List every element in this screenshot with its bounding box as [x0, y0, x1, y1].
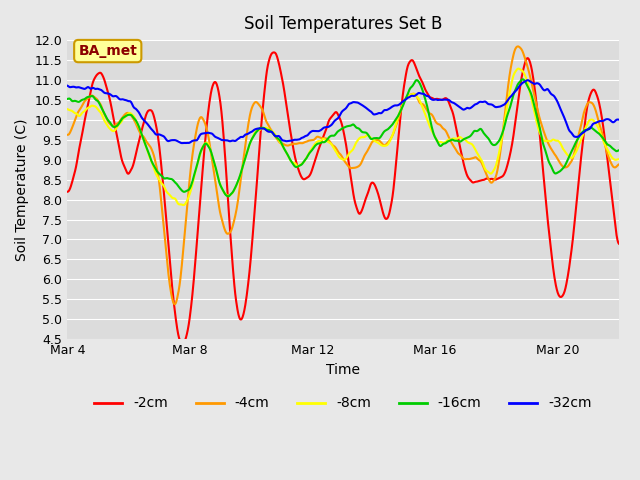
- -16cm: [354, 125, 362, 131]
- -2cm: [250, 221, 257, 227]
- -8cm: [136, 128, 144, 134]
- -8cm: [615, 156, 623, 162]
- -32cm: [365, 108, 373, 113]
- -2cm: [365, 185, 373, 191]
- -2cm: [303, 175, 311, 180]
- -2cm: [179, 340, 187, 346]
- -16cm: [519, 76, 527, 82]
- X-axis label: Time: Time: [326, 362, 360, 376]
- -8cm: [354, 138, 362, 144]
- -32cm: [615, 117, 623, 122]
- -4cm: [250, 101, 257, 107]
- -16cm: [156, 172, 164, 178]
- -32cm: [63, 83, 71, 89]
- -8cm: [303, 154, 311, 160]
- -2cm: [615, 241, 623, 247]
- -4cm: [136, 131, 144, 136]
- -2cm: [354, 209, 362, 215]
- -16cm: [250, 133, 257, 139]
- -4cm: [615, 162, 623, 168]
- Line: -16cm: -16cm: [67, 79, 619, 196]
- Y-axis label: Soil Temperature (C): Soil Temperature (C): [15, 119, 29, 261]
- -4cm: [171, 301, 179, 307]
- -2cm: [63, 189, 71, 195]
- -8cm: [365, 133, 373, 139]
- -16cm: [615, 147, 623, 153]
- Line: -32cm: -32cm: [67, 80, 619, 143]
- -32cm: [136, 112, 144, 118]
- Line: -4cm: -4cm: [67, 47, 619, 304]
- -16cm: [225, 193, 232, 199]
- Line: -8cm: -8cm: [67, 69, 619, 205]
- -4cm: [354, 164, 362, 170]
- -8cm: [63, 106, 71, 112]
- Text: BA_met: BA_met: [78, 44, 137, 58]
- -16cm: [303, 155, 311, 160]
- -32cm: [250, 127, 257, 133]
- -16cm: [63, 96, 71, 102]
- -8cm: [515, 66, 522, 72]
- -2cm: [156, 152, 164, 158]
- -32cm: [303, 132, 311, 138]
- -2cm: [270, 49, 278, 55]
- -8cm: [250, 132, 257, 138]
- -4cm: [515, 44, 522, 49]
- Legend: -2cm, -4cm, -8cm, -16cm, -32cm: -2cm, -4cm, -8cm, -16cm, -32cm: [89, 391, 597, 416]
- -16cm: [136, 128, 144, 133]
- -32cm: [156, 132, 164, 138]
- Title: Soil Temperatures Set B: Soil Temperatures Set B: [244, 15, 442, 33]
- -32cm: [178, 140, 186, 146]
- -8cm: [180, 202, 188, 208]
- -16cm: [365, 133, 373, 139]
- -4cm: [156, 189, 164, 194]
- -2cm: [136, 132, 144, 138]
- -4cm: [365, 145, 373, 151]
- -4cm: [63, 132, 71, 138]
- -32cm: [524, 77, 532, 83]
- Line: -2cm: -2cm: [67, 52, 619, 343]
- -32cm: [354, 100, 362, 106]
- -4cm: [303, 139, 311, 144]
- -8cm: [156, 179, 164, 184]
